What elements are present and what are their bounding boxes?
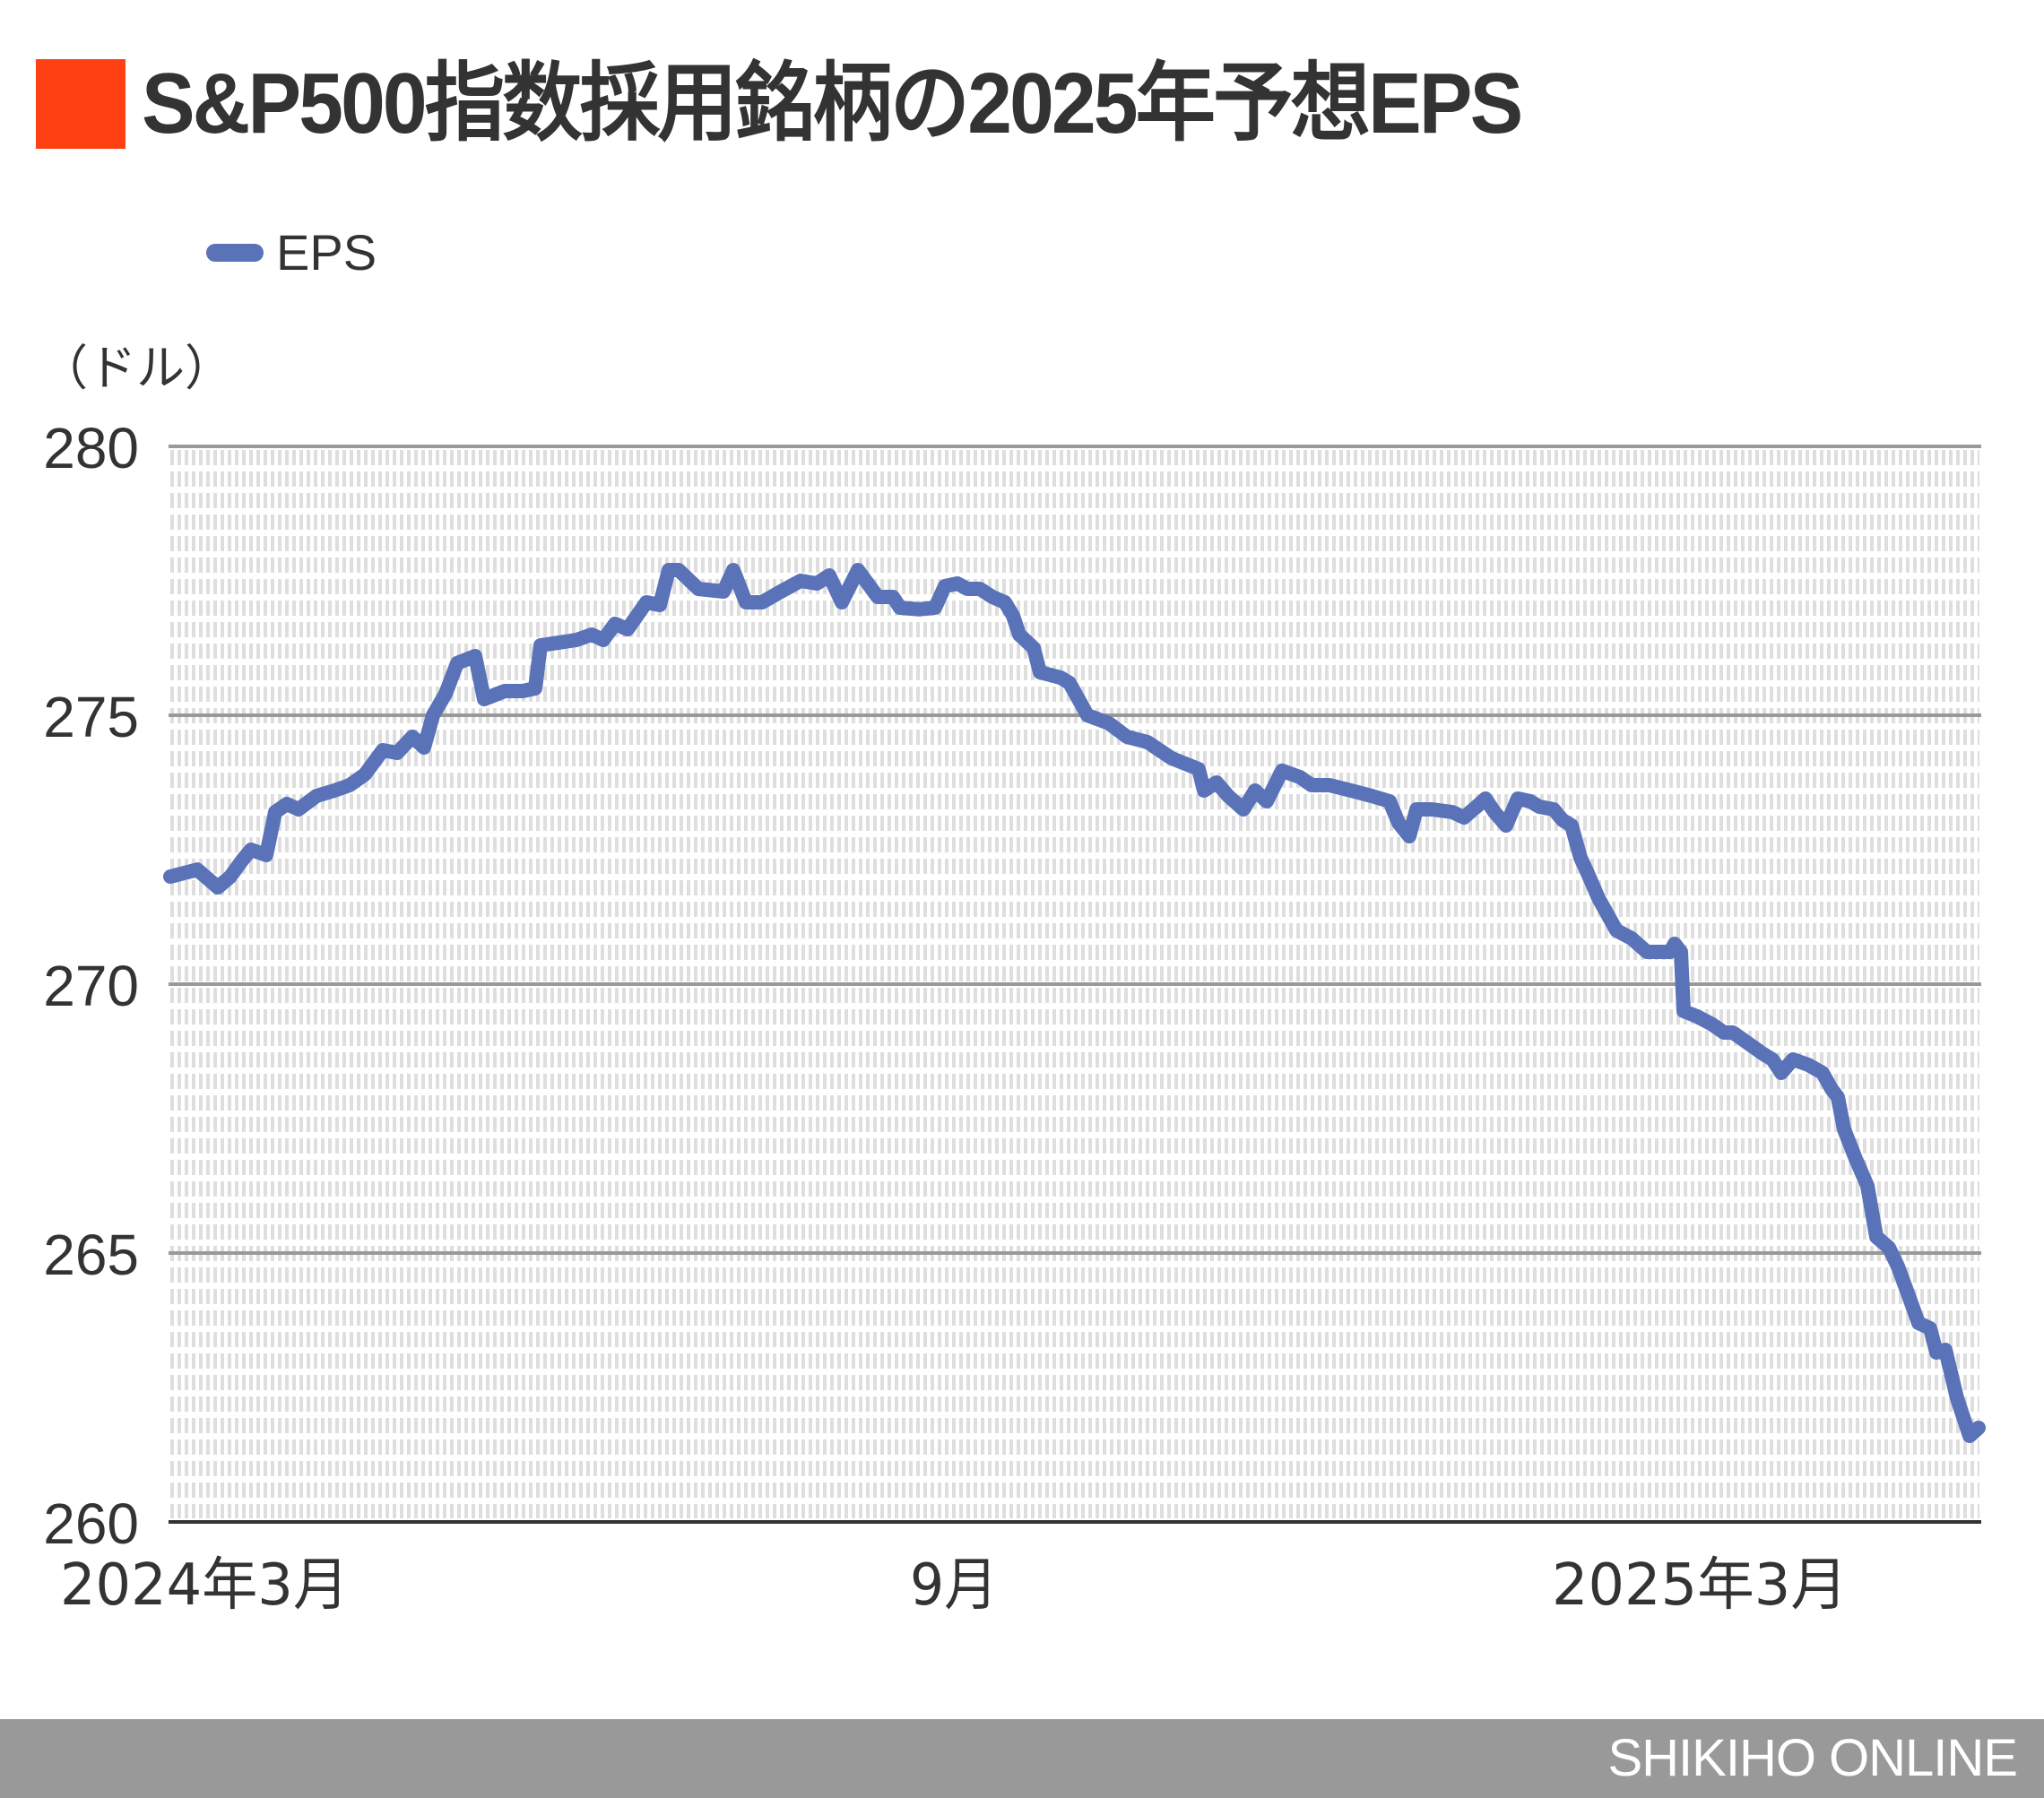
y-tick-280: 280: [43, 416, 139, 480]
y-tick-265: 265: [43, 1223, 139, 1287]
y-tick-270: 270: [43, 954, 139, 1018]
title-accent-square: [36, 59, 126, 149]
footer-bar: SHIKIHO ONLINE: [0, 1719, 2044, 1798]
legend-line-swatch-icon: [206, 244, 264, 262]
gridlines: [169, 445, 1981, 1255]
legend: EPS: [206, 226, 377, 280]
title-text: S&P500指数採用銘柄の2025年予想EPS: [142, 56, 1523, 151]
y-tick-260: 260: [43, 1491, 139, 1556]
chart-title: S&P500指数採用銘柄の2025年予想EPS: [36, 59, 1624, 149]
y-tick-275: 275: [43, 685, 139, 749]
y-axis-ticks: 280 275 270 265 260: [43, 416, 139, 1556]
footer-brand: SHIKIHO ONLINE: [1607, 1729, 2018, 1787]
legend-label-eps: EPS: [276, 224, 377, 281]
x-axis-ticks: 2024年3月 9月 2025年3月: [60, 1552, 1848, 1619]
line-chart: 280 275 270 265 260 2024年3月 9月 2025年3月: [43, 416, 1986, 1619]
x-tick-2025-03: 2025年3月: [1552, 1552, 1848, 1619]
y-axis-unit-label: （ドル）: [39, 340, 233, 396]
x-tick-2024-03: 2024年3月: [60, 1552, 349, 1619]
eps-series-line: [163, 563, 1986, 1443]
x-tick-2024-09: 9月: [910, 1552, 998, 1619]
